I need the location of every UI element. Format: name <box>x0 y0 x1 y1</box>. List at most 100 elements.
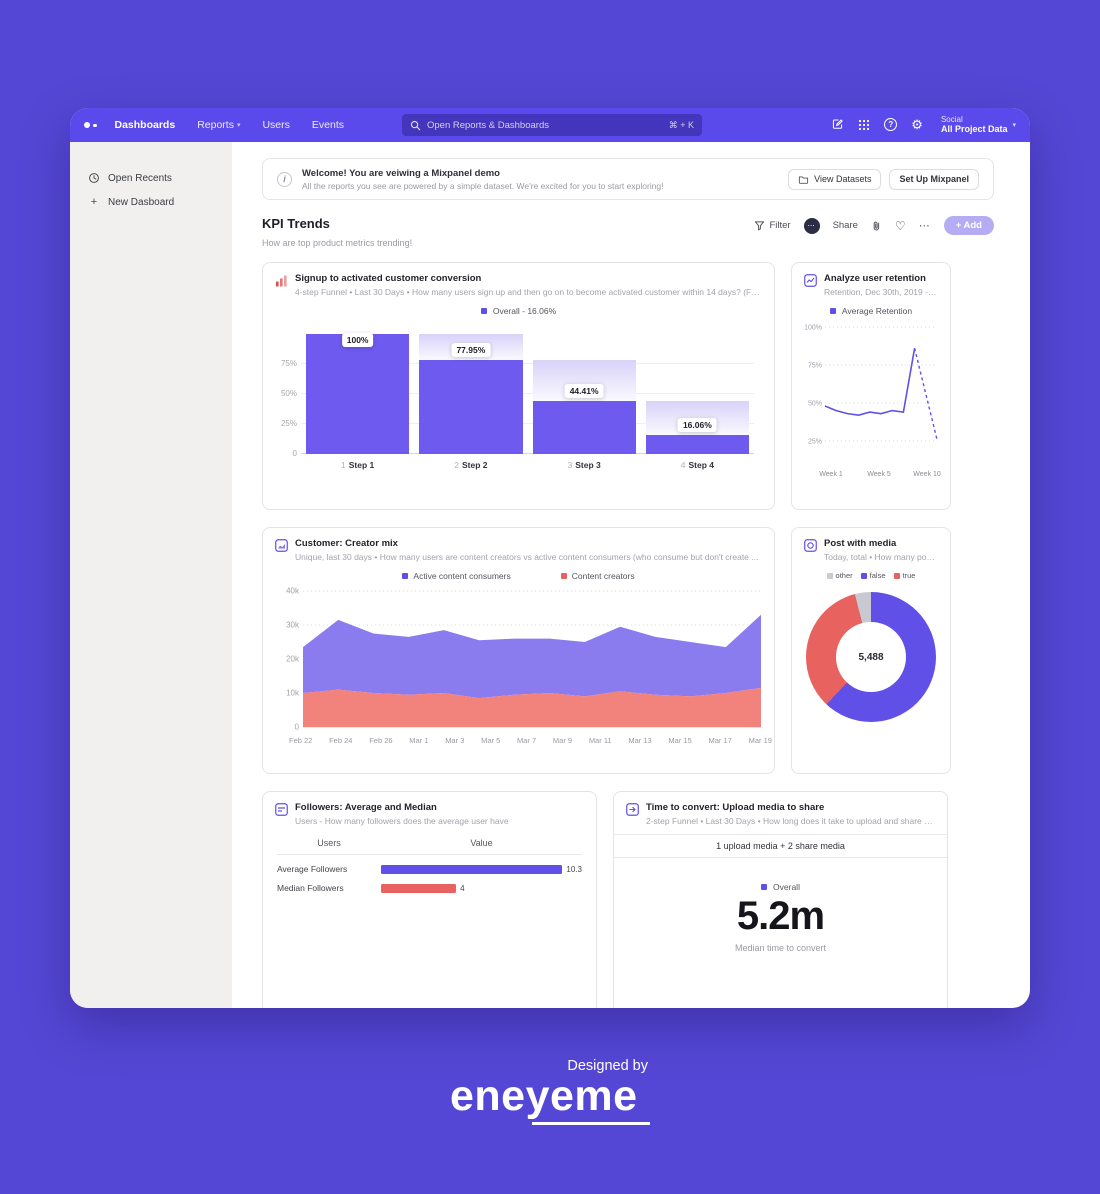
legend-swatch <box>761 884 768 890</box>
legend-swatch <box>560 573 567 579</box>
card-time-to-convert[interactable]: Time to convert: Upload media to share 2… <box>613 791 948 1008</box>
add-report-button[interactable]: + Add <box>943 216 994 235</box>
retention-line-chart: 100% 75% 50% 25% Week 1 Week 5 Week 10 <box>804 325 941 479</box>
area-chart-icon <box>275 539 288 557</box>
card-subtitle: 4-step Funnel • Last 30 Days • How many … <box>295 287 762 297</box>
funnel-value-label: 44.41% <box>564 383 604 398</box>
funnel-value-label: 100% <box>341 333 374 347</box>
project-switcher[interactable]: Social All Project Data ▾ <box>941 115 1016 135</box>
funnel-step-label: 2 Step 2 <box>454 460 488 470</box>
legend-swatch <box>860 572 867 579</box>
x-tick-label: Feb 22 <box>289 736 313 745</box>
svg-text:10k: 10k <box>286 689 300 698</box>
funnel-chart-icon <box>275 274 288 292</box>
svg-text:100%: 100% <box>804 325 822 332</box>
help-icon[interactable]: ? <box>884 118 898 132</box>
svg-text:Week 1: Week 1 <box>819 471 843 478</box>
card-title: Followers: Average and Median <box>295 802 437 813</box>
card-signup-funnel[interactable]: Signup to activated customer conversion … <box>262 262 775 510</box>
nav-item-dashboards[interactable]: Dashboards <box>114 119 176 131</box>
time-chart-icon <box>626 803 639 821</box>
column-header-value: Value <box>470 838 493 848</box>
x-tick-label: Mar 9 <box>552 736 573 745</box>
sidebar-item-new-dashboard[interactable]: + New Dasboard <box>70 190 232 214</box>
card-user-retention[interactable]: Analyze user retention Retention, Dec 30… <box>791 262 951 510</box>
table-row: Average Followers 10.3 <box>277 864 582 874</box>
top-navbar: Dashboards Reports▾ Users Events ⌘ + K ?… <box>70 108 1030 142</box>
nav-item-users[interactable]: Users <box>262 119 290 131</box>
mix-legend: Active content consumers Content creators <box>263 571 774 581</box>
legend-item: other <box>826 571 853 580</box>
card-followers[interactable]: Followers: Average and Median Users - Ho… <box>262 791 597 1008</box>
x-tick-label: Mar 19 <box>748 736 772 745</box>
x-tick-label: Mar 5 <box>481 736 501 745</box>
app-window: Dashboards Reports▾ Users Events ⌘ + K ?… <box>70 108 1030 1008</box>
navbar-right: ? ⚙ Social All Project Data ▾ <box>831 115 1016 135</box>
funnel-bar <box>419 360 523 454</box>
legend-item: Content creators <box>560 571 635 581</box>
project-org: Social <box>940 114 963 124</box>
x-tick-label: Mar 15 <box>668 736 692 745</box>
x-tick-label: Feb 24 <box>329 736 353 745</box>
logo-underline <box>532 1122 650 1125</box>
retention-legend: Average Retention <box>792 306 950 316</box>
favorite-heart-icon[interactable]: ♡ <box>894 218 906 233</box>
sidebar-item-open-recents[interactable]: Open Recents <box>70 166 232 190</box>
dashboard-toolbar: Filter ⋯ Share ♡ ⋯ + Add <box>754 216 994 235</box>
view-datasets-button[interactable]: View Datasets <box>788 168 882 190</box>
value-bar <box>381 864 563 874</box>
page-subtitle: How are top product metrics trending! <box>262 238 413 248</box>
mix-x-axis: Feb 22 Feb 24 Feb 26 Mar 1 Mar 3 Mar 5 Mar 7 Ma… <box>263 735 774 745</box>
mixpanel-logo-icon[interactable] <box>84 122 97 128</box>
card-subtitle: Unique, last 30 days • How many users ar… <box>295 552 759 562</box>
legend-item: true <box>893 571 915 580</box>
apps-grid-icon[interactable] <box>858 119 870 131</box>
search-input[interactable] <box>427 119 663 131</box>
x-tick-label: Mar 17 <box>708 736 732 745</box>
banner-title: Welcome! You are veiwing a Mixpanel demo <box>302 167 500 179</box>
card-title: Analyze user retention <box>824 273 926 284</box>
card-subtitle: Retention, Dec 30th, 2019 - Mar 2... <box>824 287 938 297</box>
followers-table: Users Value Average Followers 10.3 Median … <box>277 838 582 893</box>
nav-links: Dashboards Reports ▾ Users Events <box>115 119 345 131</box>
time-legend: Overall <box>614 882 947 892</box>
main-content: i Welcome! You are veiwing a Mixpanel de… <box>232 142 1030 1008</box>
x-tick-label: Mar 13 <box>628 736 652 745</box>
create-report-icon[interactable] <box>831 118 844 131</box>
setup-mixpanel-button[interactable]: Set Up Mixpanel <box>889 168 979 190</box>
info-icon: i <box>277 171 292 187</box>
copy-link-button[interactable] <box>871 220 882 232</box>
more-options-icon[interactable]: ⋯ <box>918 220 931 232</box>
card-subtitle: 2-step Funnel • Last 30 Days • How long … <box>646 816 935 826</box>
nav-item-events[interactable]: Events <box>311 119 344 131</box>
legend-swatch <box>893 572 900 579</box>
card-creator-mix[interactable]: Customer: Creator mix Unique, last 30 da… <box>262 527 775 774</box>
nav-item-reports[interactable]: Reports ▾ <box>197 119 241 131</box>
filter-button[interactable]: Filter <box>754 220 791 231</box>
followers-rows: Average Followers 10.3 Median Followers 4 <box>277 864 582 893</box>
funnel-gridline <box>301 393 754 394</box>
funnel-step: 100% 1 Step 1 <box>306 333 410 470</box>
funnel-step: 77.95% 2 Step 2 <box>419 334 523 470</box>
svg-text:0: 0 <box>295 723 300 732</box>
legend-item: false <box>860 571 886 580</box>
filter-icon <box>755 221 765 231</box>
share-button[interactable]: Share <box>832 220 858 231</box>
x-tick-label: Feb 26 <box>369 736 393 745</box>
board-members-button[interactable]: ⋯ <box>803 217 820 234</box>
row-label: Median Followers <box>277 883 344 893</box>
funnel-gridline <box>301 453 754 454</box>
funnel-step-label: 3 Step 3 <box>567 460 601 470</box>
page-title: KPI Trends <box>262 216 330 231</box>
funnel-step-label: 4 Step 4 <box>680 460 714 470</box>
settings-gear-icon[interactable]: ⚙ <box>911 117 923 133</box>
global-search[interactable]: ⌘ + K <box>402 114 702 136</box>
value-bar <box>381 883 457 893</box>
funnel-y-tick: 50% <box>280 389 297 398</box>
svg-text:30k: 30k <box>286 621 300 630</box>
card-post-with-media[interactable]: Post with media Today, total • How many … <box>791 527 951 774</box>
svg-text:40k: 40k <box>286 587 300 596</box>
funnel-gridline <box>301 363 754 364</box>
donut-total-value: 5,488 <box>836 622 906 692</box>
donut-chart: 5,488 <box>806 592 936 722</box>
